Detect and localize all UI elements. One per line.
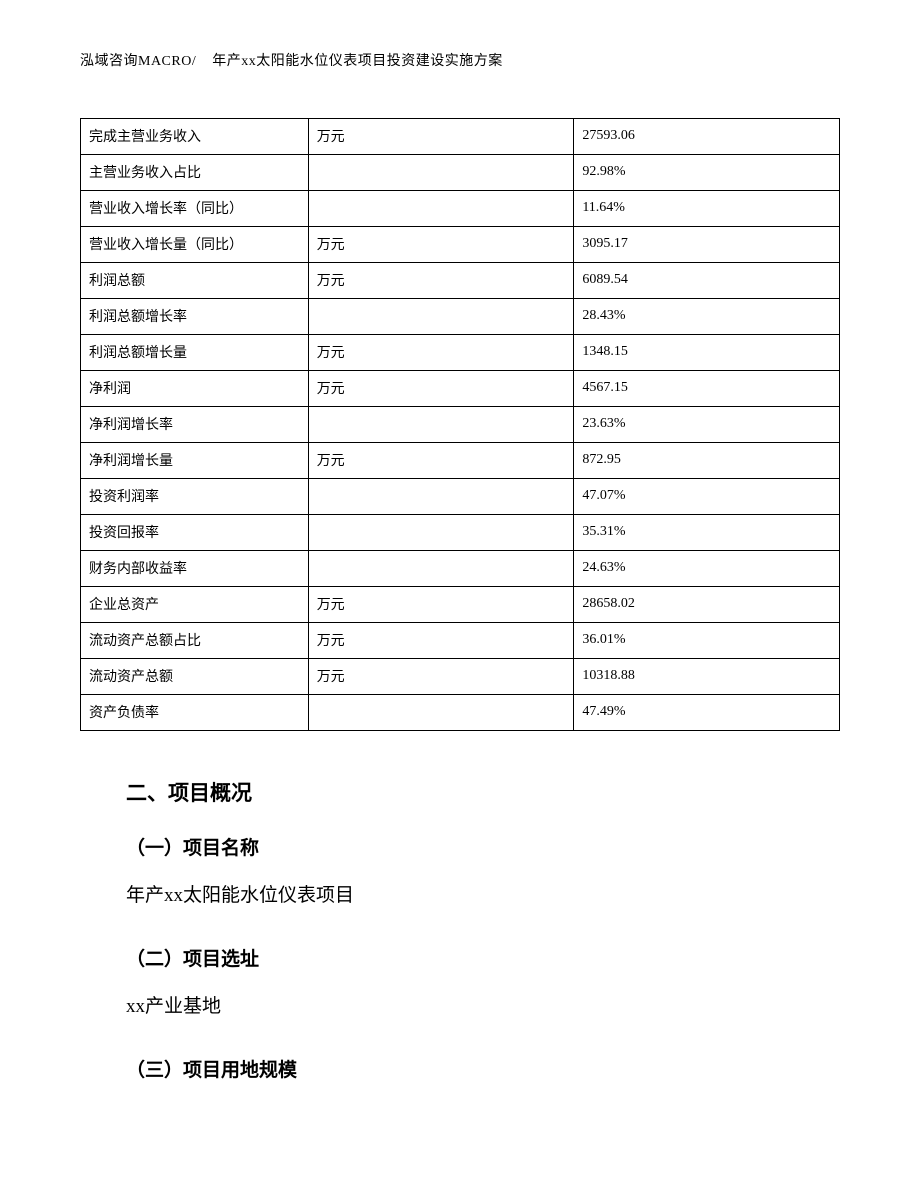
- cell-unit: 万元: [308, 659, 574, 695]
- cell-unit: 万元: [308, 263, 574, 299]
- cell-value: 23.63%: [574, 407, 840, 443]
- cell-value: 47.49%: [574, 695, 840, 731]
- financial-table-body: 完成主营业务收入 万元 27593.06 主营业务收入占比 92.98% 营业收…: [81, 119, 840, 731]
- cell-label: 资产负债率: [81, 695, 309, 731]
- cell-value: 10318.88: [574, 659, 840, 695]
- table-row: 完成主营业务收入 万元 27593.06: [81, 119, 840, 155]
- section-2-1-body: 年产xx太阳能水位仪表项目: [126, 878, 794, 914]
- table-row: 企业总资产 万元 28658.02: [81, 587, 840, 623]
- cell-label: 流动资产总额占比: [81, 623, 309, 659]
- header-doc-title: 年产xx太阳能水位仪表项目投资建设实施方案: [212, 54, 503, 69]
- cell-unit: [308, 551, 574, 587]
- cell-label: 净利润增长量: [81, 443, 309, 479]
- table-row: 投资回报率 35.31%: [81, 515, 840, 551]
- section-2-1-heading: （一）项目名称: [126, 833, 794, 860]
- header-org: 泓域咨询MACRO/: [80, 54, 196, 69]
- cell-label: 利润总额增长量: [81, 335, 309, 371]
- section-2-2-body: xx产业基地: [126, 989, 794, 1025]
- cell-value: 47.07%: [574, 479, 840, 515]
- cell-value: 6089.54: [574, 263, 840, 299]
- table-row: 营业收入增长量（同比） 万元 3095.17: [81, 227, 840, 263]
- cell-label: 净利润: [81, 371, 309, 407]
- cell-unit: 万元: [308, 335, 574, 371]
- financial-table: 完成主营业务收入 万元 27593.06 主营业务收入占比 92.98% 营业收…: [80, 118, 840, 731]
- cell-value: 36.01%: [574, 623, 840, 659]
- section-2-heading: 二、项目概况: [126, 777, 794, 807]
- cell-label: 利润总额增长率: [81, 299, 309, 335]
- table-row: 财务内部收益率 24.63%: [81, 551, 840, 587]
- cell-value: 24.63%: [574, 551, 840, 587]
- cell-value: 4567.15: [574, 371, 840, 407]
- table-row: 利润总额 万元 6089.54: [81, 263, 840, 299]
- table-row: 利润总额增长率 28.43%: [81, 299, 840, 335]
- cell-label: 利润总额: [81, 263, 309, 299]
- cell-value: 1348.15: [574, 335, 840, 371]
- cell-unit: 万元: [308, 371, 574, 407]
- cell-value: 872.95: [574, 443, 840, 479]
- cell-unit: 万元: [308, 119, 574, 155]
- cell-label: 完成主营业务收入: [81, 119, 309, 155]
- table-row: 投资利润率 47.07%: [81, 479, 840, 515]
- cell-unit: [308, 695, 574, 731]
- cell-label: 投资回报率: [81, 515, 309, 551]
- table-row: 净利润增长量 万元 872.95: [81, 443, 840, 479]
- cell-label: 营业收入增长量（同比）: [81, 227, 309, 263]
- table-row: 资产负债率 47.49%: [81, 695, 840, 731]
- cell-unit: 万元: [308, 587, 574, 623]
- body-text: 二、项目概况 （一）项目名称 年产xx太阳能水位仪表项目 （二）项目选址 xx产…: [80, 777, 840, 1082]
- page-header: 泓域咨询MACRO/ 年产xx太阳能水位仪表项目投资建设实施方案: [80, 50, 840, 70]
- cell-unit: [308, 299, 574, 335]
- cell-value: 11.64%: [574, 191, 840, 227]
- cell-label: 营业收入增长率（同比）: [81, 191, 309, 227]
- cell-unit: [308, 515, 574, 551]
- cell-label: 企业总资产: [81, 587, 309, 623]
- cell-value: 27593.06: [574, 119, 840, 155]
- section-2-3-heading: （三）项目用地规模: [126, 1055, 794, 1082]
- cell-unit: 万元: [308, 623, 574, 659]
- cell-value: 3095.17: [574, 227, 840, 263]
- table-row: 营业收入增长率（同比） 11.64%: [81, 191, 840, 227]
- table-row: 主营业务收入占比 92.98%: [81, 155, 840, 191]
- cell-unit: 万元: [308, 227, 574, 263]
- table-row: 净利润增长率 23.63%: [81, 407, 840, 443]
- cell-label: 财务内部收益率: [81, 551, 309, 587]
- cell-label: 主营业务收入占比: [81, 155, 309, 191]
- cell-value: 92.98%: [574, 155, 840, 191]
- table-row: 利润总额增长量 万元 1348.15: [81, 335, 840, 371]
- cell-unit: [308, 191, 574, 227]
- table-row: 流动资产总额 万元 10318.88: [81, 659, 840, 695]
- cell-unit: [308, 407, 574, 443]
- cell-value: 28658.02: [574, 587, 840, 623]
- cell-label: 投资利润率: [81, 479, 309, 515]
- cell-label: 净利润增长率: [81, 407, 309, 443]
- page: 泓域咨询MACRO/ 年产xx太阳能水位仪表项目投资建设实施方案 完成主营业务收…: [0, 0, 920, 1191]
- cell-value: 28.43%: [574, 299, 840, 335]
- table-row: 净利润 万元 4567.15: [81, 371, 840, 407]
- cell-value: 35.31%: [574, 515, 840, 551]
- cell-unit: 万元: [308, 443, 574, 479]
- cell-label: 流动资产总额: [81, 659, 309, 695]
- cell-unit: [308, 155, 574, 191]
- section-2-2-heading: （二）项目选址: [126, 944, 794, 971]
- cell-unit: [308, 479, 574, 515]
- table-row: 流动资产总额占比 万元 36.01%: [81, 623, 840, 659]
